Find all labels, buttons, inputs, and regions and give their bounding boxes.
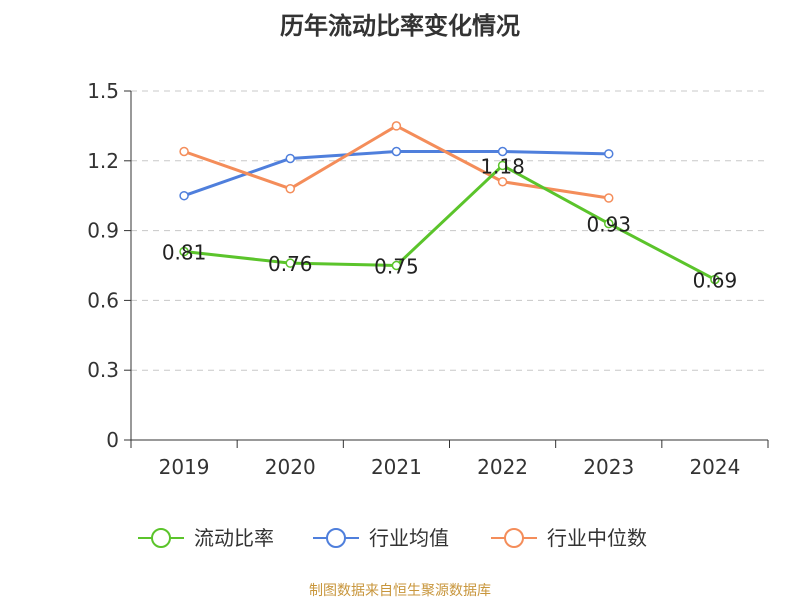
data-point: [179, 146, 189, 157]
y-tick-label: 0.3: [87, 358, 119, 382]
series-lines: [179, 121, 720, 285]
legend-swatch-marker: [151, 528, 171, 548]
y-tick-label: 0.9: [87, 219, 119, 243]
x-tick-label: 2019: [159, 455, 210, 479]
x-tick-label: 2020: [265, 455, 316, 479]
data-point: [179, 246, 189, 257]
legend: 流动比率 行业均值 行业中位数: [138, 526, 647, 550]
data-labels: 0.81 0.76 0.75 1.18 0.93 0.69: [162, 154, 737, 292]
data-point: [391, 146, 402, 157]
source-note: 制图数据来自恒生聚源数据库: [309, 583, 491, 599]
y-tick-label: 0.6: [87, 288, 119, 312]
data-point: [179, 190, 189, 201]
data-label: 0.75: [374, 255, 419, 279]
x-tick-label: 2024: [689, 455, 740, 479]
series-line: [183, 163, 716, 281]
data-point: [604, 193, 614, 203]
chart-title: 历年流动比率变化情况: [280, 12, 520, 40]
data-point: [391, 121, 402, 131]
data-label: 0.69: [693, 268, 738, 292]
axes: 0 0.3 0.6 0.9 1.2 1.5 2019 2020 2021 2022 2023 2024: [87, 79, 769, 479]
legend-label: 流动比率: [194, 526, 274, 550]
y-tick-label: 1.5: [87, 79, 119, 103]
data-label: 0.93: [586, 213, 631, 237]
data-point: [604, 149, 614, 159]
data-label: 1.18: [480, 154, 525, 178]
data-point: [497, 146, 508, 157]
legend-swatch-marker: [326, 528, 346, 548]
data-label: 0.81: [162, 241, 207, 265]
y-tick-label: 0: [106, 428, 119, 452]
legend-label: 行业中位数: [547, 526, 647, 550]
data-point: [391, 260, 402, 271]
data-point: [285, 183, 295, 194]
data-point: [285, 153, 295, 164]
data-point: [497, 176, 508, 187]
legend-label: 行业均值: [369, 526, 449, 550]
x-tick-label: 2021: [371, 455, 422, 479]
data-label: 0.76: [268, 252, 313, 276]
data-point: [285, 258, 295, 268]
legend-swatch-marker: [504, 528, 524, 548]
data-point: [497, 160, 508, 171]
data-point: [710, 274, 720, 285]
y-tick-label: 1.2: [87, 149, 119, 173]
x-tick-label: 2022: [477, 455, 528, 479]
data-point: [604, 218, 614, 229]
grid-lines: [131, 90, 768, 371]
x-tick-label: 2023: [583, 455, 634, 479]
